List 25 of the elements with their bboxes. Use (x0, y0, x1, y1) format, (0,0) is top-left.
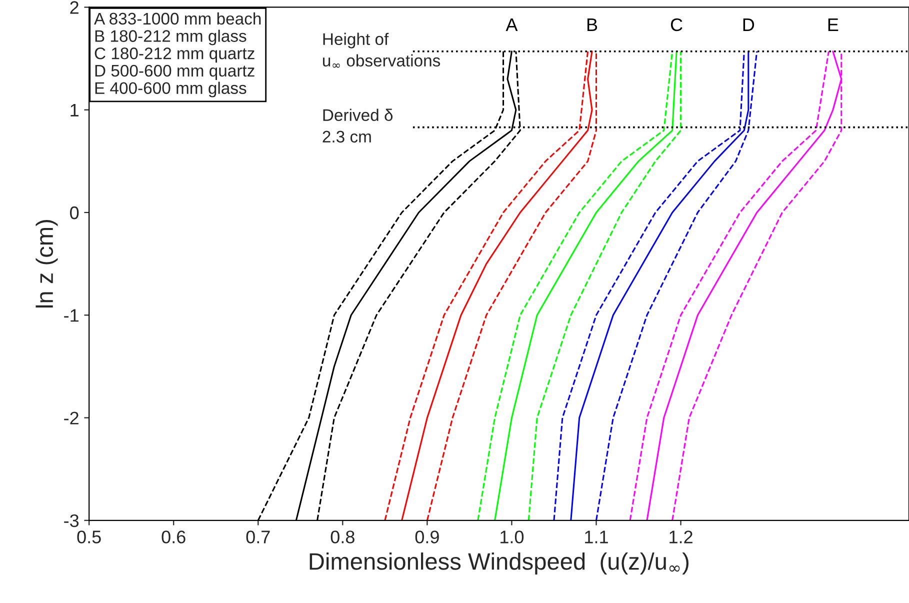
y-tick-label: -1 (64, 309, 78, 322)
ref-line-label: Derived δ 2.3 cm (322, 108, 393, 143)
y-tick-label: 2 (70, 1, 78, 14)
x-tick-label: 0.6 (162, 530, 186, 544)
y-tick-label: -2 (64, 412, 78, 424)
y-tick-label: 1 (70, 104, 78, 116)
x-tick-label: 0.9 (415, 530, 439, 544)
x-tick-label: 0.8 (330, 530, 354, 544)
x-axis-title: Dimensionless Windspeed (u(z)/u$_{∞}$) (310, 552, 688, 575)
line-series (528, 50, 682, 520)
x-tick-label: 0.7 (246, 530, 270, 544)
series-label: E (828, 18, 838, 31)
series-label: B (587, 18, 598, 31)
x-tick-label: 1.0 (500, 530, 524, 544)
y-axis-title: ln z (cm) (36, 220, 58, 308)
x-tick-label: 1.1 (585, 530, 608, 544)
series-label: D (743, 18, 754, 31)
ref-line-label: Height of u$_{∞}$ observations (323, 32, 440, 68)
y-tick-label: -3 (64, 514, 79, 528)
series-label: A (506, 18, 518, 31)
x-tick-label: 0.5 (77, 530, 101, 544)
x-tick-label: 1.2 (670, 530, 692, 544)
series-label: C (670, 18, 682, 32)
annotation: A 833-1000 mm beach B 180-212 mm glass C 180-212 mm quartz D 500-600 mm quartz E 400-600 mm glass (94, 12, 261, 98)
y-tick-label: 0 (70, 206, 79, 220)
